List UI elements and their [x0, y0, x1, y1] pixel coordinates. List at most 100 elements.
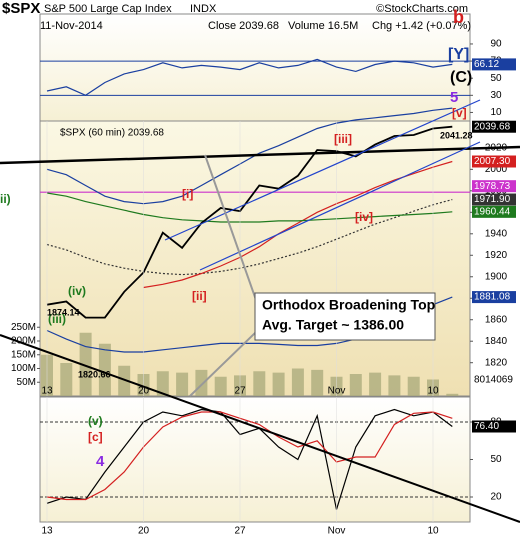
end-label: 1978.73	[474, 181, 511, 192]
end-label: 66.12	[474, 59, 499, 70]
annotation: [Y]	[448, 46, 469, 63]
x-tick-label: Nov	[328, 526, 346, 537]
index-name: S&P 500 Large Cap Index	[44, 3, 172, 15]
end-label: 1881.08	[474, 292, 511, 303]
y-tick-label: 1900	[485, 271, 508, 282]
y2-tick-label: 150M	[11, 349, 36, 360]
x-tick-label: 27	[234, 386, 246, 397]
x-tick-label: 10	[427, 386, 439, 397]
end-label-box	[472, 120, 516, 133]
y2-tick-label: 250M	[11, 322, 36, 333]
volume-bar	[272, 372, 285, 396]
annotation: [c]	[88, 430, 103, 444]
stoch-panel	[39, 396, 471, 523]
y-tick-label: 20	[490, 492, 502, 503]
y-tick-label: 50	[490, 73, 502, 84]
volume-bar	[118, 365, 131, 396]
rsi-panel	[39, 13, 471, 122]
end-label: 1960.44	[474, 206, 511, 217]
trendline	[0, 334, 520, 523]
y-tick-label: 30	[490, 90, 502, 101]
annotation: 2041.28	[440, 130, 473, 140]
volume: Volume 16.5M	[288, 20, 358, 32]
volume-bar	[291, 368, 304, 396]
annotation: [v]	[452, 106, 467, 120]
volume-bar	[446, 393, 459, 396]
watermark: ©StockCharts.com	[376, 3, 468, 15]
date: 11-Nov-2014	[40, 20, 103, 32]
x-tick-label: 10	[427, 526, 439, 537]
pointer	[204, 154, 257, 301]
volume-bar	[79, 332, 92, 396]
series-line	[46, 125, 453, 319]
volume-bar	[388, 375, 401, 396]
end-label: 8014069	[474, 375, 513, 386]
y-tick-label: 50	[490, 454, 502, 465]
end-label-box	[472, 155, 516, 168]
callout-box	[254, 292, 436, 341]
volume-bar	[176, 372, 189, 396]
callout-text: Orthodox Broadening Top	[262, 297, 435, 313]
legend: $SPX (60 min) 2039.68	[60, 128, 164, 139]
end-label-box	[472, 291, 516, 304]
series-line	[46, 58, 453, 96]
volume-bar	[349, 374, 362, 396]
x-tick-label: 20	[138, 526, 150, 537]
volume-bar	[253, 371, 266, 396]
annotation: 4	[96, 453, 105, 470]
end-label: 2007.30	[474, 156, 511, 167]
annotation: (v)	[88, 414, 103, 428]
end-label-box	[472, 193, 516, 206]
volume-bar	[214, 376, 227, 396]
series-line	[46, 192, 453, 223]
plot-layer	[40, 58, 470, 522]
trendline	[0, 145, 520, 165]
end-label: 76.40	[474, 421, 499, 432]
y-tick-label: 1920	[485, 250, 508, 261]
volume-bar	[195, 369, 208, 396]
x-tick-label: 13	[41, 526, 53, 537]
ticker: $SPX	[2, 0, 40, 17]
pointer	[189, 331, 257, 397]
volume-bar	[98, 343, 111, 396]
annotation: (iii)	[48, 312, 66, 326]
x-tick-label: 27	[234, 526, 246, 537]
exchange: INDX	[190, 3, 217, 15]
y2-tick-label: 200M	[11, 336, 36, 347]
end-label: 1971.90	[474, 194, 511, 205]
volume-bar	[156, 371, 169, 396]
y-tick-label: 90	[490, 39, 502, 50]
series-line	[46, 107, 453, 205]
annotation: [iv]	[355, 210, 373, 224]
end-label-box	[472, 205, 516, 218]
callout-text: Avg. Target ~ 1386.00	[262, 317, 404, 333]
annotation: 1820.66	[78, 369, 111, 379]
annotation: b	[453, 7, 464, 27]
y-tick-label: 1820	[485, 357, 508, 368]
volume-bar	[407, 376, 420, 396]
end-label-box	[472, 180, 516, 193]
y-tick-label: 2000	[485, 164, 508, 175]
x-tick-label: 20	[138, 386, 150, 397]
y-tick-label: 1940	[485, 228, 508, 239]
end-label: 2039.68	[474, 121, 511, 132]
volume-bar	[311, 369, 324, 396]
x-tick-label: 13	[41, 386, 53, 397]
annotation: [i]	[182, 187, 193, 201]
end-label-box	[472, 58, 516, 71]
annotation: ii)	[0, 192, 11, 206]
annotation: 5	[450, 89, 458, 106]
series-line	[46, 411, 453, 501]
y-tick-label: 2020	[485, 142, 508, 153]
volume-bar	[369, 372, 382, 396]
annotation: [ii]	[192, 289, 207, 303]
y2-tick-label: 100M	[11, 363, 36, 374]
volume-bar	[60, 363, 73, 396]
y-tick-label: 1840	[485, 336, 508, 347]
annotation: (C)	[450, 69, 472, 86]
y2-tick-label: 50M	[17, 377, 36, 388]
x-tick-label: Nov	[328, 386, 346, 397]
series-line	[46, 408, 453, 510]
channel-line	[199, 141, 481, 271]
